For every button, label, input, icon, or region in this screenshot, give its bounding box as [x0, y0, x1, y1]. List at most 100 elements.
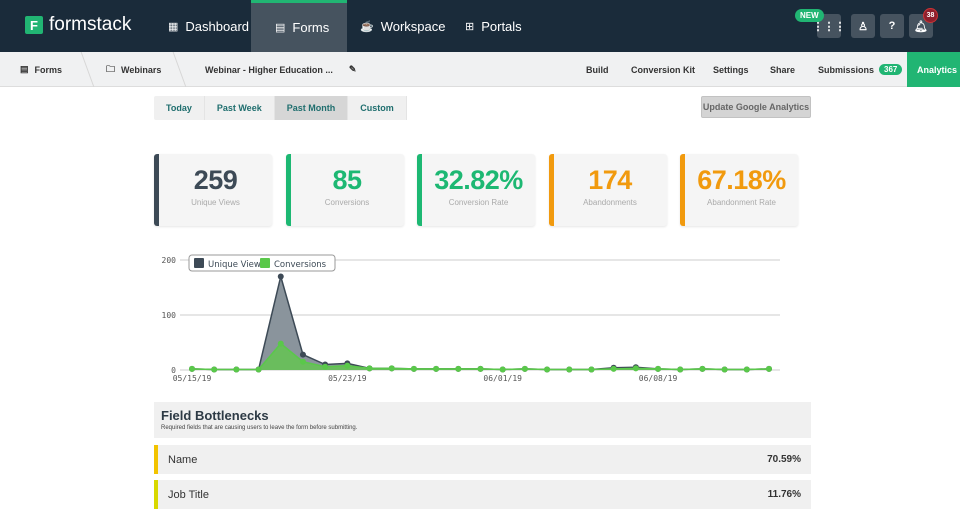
bottleneck-row: Name 70.59%	[154, 445, 811, 474]
x-tick-label: 05/15/19	[173, 374, 212, 383]
bell-icon: 🔔︎	[914, 20, 928, 33]
field-pct: 70.59%	[767, 454, 801, 465]
stat-value: 67.18%	[697, 165, 786, 195]
stat-card: 67.18% Abandonment Rate	[680, 154, 798, 226]
nav-label: Dashboard	[185, 18, 250, 34]
data-point	[410, 365, 417, 372]
range-custom[interactable]: Custom	[348, 96, 407, 120]
stat-value: 259	[193, 165, 238, 195]
subnav-build[interactable]: Build	[586, 64, 609, 75]
data-point	[499, 366, 506, 373]
data-point	[655, 365, 662, 372]
submissions-label: Submissions	[818, 64, 875, 75]
nav-dashboard[interactable]: ▦ Dashboard	[152, 0, 265, 52]
breadcrumb-current-form: Webinar - Higher Education ... ✎	[205, 52, 356, 87]
range-past-week[interactable]: Past Week	[205, 96, 275, 120]
stat-card: 32.82% Conversion Rate	[417, 154, 535, 226]
stat-value: 32.82%	[434, 165, 523, 195]
data-point	[299, 358, 306, 365]
breadcrumb-webinars[interactable]: 🗀 Webinars	[106, 52, 161, 87]
x-tick-label: 05/23/19	[328, 374, 367, 383]
subnav-conversion-kit[interactable]: Conversion Kit	[631, 64, 696, 75]
brand-name: formstack	[49, 14, 132, 35]
portals-icon: ⊞	[465, 20, 475, 33]
data-point	[277, 273, 284, 280]
stat-label: Conversion Rate	[448, 198, 509, 207]
field-pct: 11.76%	[767, 489, 801, 500]
section-subtitle: Required fields that are causing users t…	[161, 425, 358, 431]
data-point	[544, 366, 551, 373]
data-point	[189, 365, 195, 372]
crumb-label: Forms	[34, 64, 63, 75]
stat-card: 259 Unique Views	[154, 154, 272, 226]
help-button[interactable]: ?	[880, 14, 904, 38]
dashboard-icon: ▦	[168, 20, 179, 33]
nav-label: Forms	[292, 20, 330, 35]
logo-icon: F	[25, 16, 43, 34]
data-point	[566, 366, 573, 373]
stat-label: Abandonments	[583, 198, 637, 207]
y-tick-label: 0	[171, 366, 176, 375]
data-point	[521, 365, 528, 372]
legend-label: Conversions	[274, 260, 327, 270]
range-today[interactable]: Today	[154, 96, 205, 120]
subnav-submissions[interactable]: Submissions 367	[818, 52, 903, 87]
data-point	[299, 351, 306, 358]
subnav-analytics[interactable]: Analytics	[907, 52, 960, 87]
workspace-icon: ☕	[360, 20, 374, 33]
field-bottlenecks-header: Field Bottlenecks Required fields that a…	[154, 402, 811, 438]
data-point	[766, 365, 772, 372]
field-name: Name	[168, 453, 198, 466]
pencil-icon[interactable]: ✎	[348, 64, 357, 74]
subnav-settings[interactable]: Settings	[713, 64, 749, 75]
x-tick-label: 06/08/19	[639, 374, 678, 383]
crumb-label: Webinars	[121, 64, 162, 75]
folder-icon: 🗀	[106, 63, 116, 74]
forms-icon: ▤	[275, 22, 286, 34]
update-google-analytics-button[interactable]: Update Google Analytics	[701, 96, 811, 118]
divider	[161, 52, 187, 87]
sub-nav: ▤ Forms 🗀 Webinars Webinar - Higher Educat…	[0, 52, 960, 87]
nav-portals[interactable]: ⊞ Portals	[449, 0, 538, 52]
nav-forms[interactable]: ▤ Forms	[251, 0, 347, 52]
account-button[interactable]: ♙	[851, 14, 875, 38]
data-point	[277, 340, 284, 347]
data-point	[344, 362, 351, 369]
data-point	[388, 365, 395, 372]
nav-label: Portals	[481, 18, 522, 34]
data-point	[588, 366, 595, 373]
data-point	[366, 365, 373, 372]
subnav-share[interactable]: Share	[770, 64, 796, 75]
submissions-count: 367	[879, 64, 903, 75]
data-point	[743, 366, 750, 373]
range-past-month[interactable]: Past Month	[274, 96, 349, 120]
stat-value: 174	[588, 165, 632, 195]
breadcrumb-forms[interactable]: ▤ Forms	[20, 52, 62, 87]
data-point	[211, 366, 218, 373]
data-point	[477, 365, 484, 372]
date-range-tabs: Today Past Week Past Month Custom	[154, 96, 407, 120]
data-point	[721, 366, 728, 373]
forms-icon: ▤	[20, 64, 29, 74]
user-icon: ♙	[858, 20, 868, 33]
notification-count: 38	[923, 8, 938, 23]
crumb-label: Webinar - Higher Education ...	[205, 64, 333, 75]
new-badge: NEW	[795, 9, 824, 22]
data-point	[455, 365, 462, 372]
nav-workspace[interactable]: ☕ Workspace	[344, 0, 462, 52]
y-tick-label: 200	[162, 256, 177, 265]
x-tick-label: 06/01/19	[483, 374, 522, 383]
bottleneck-row: Job Title 11.76%	[154, 480, 811, 509]
legend-swatch	[194, 258, 204, 268]
data-point	[632, 365, 639, 372]
nav-label: Workspace	[380, 18, 446, 34]
data-point	[610, 365, 617, 372]
help-icon: ?	[888, 20, 896, 32]
legend-swatch	[260, 258, 270, 268]
y-tick-label: 100	[162, 311, 177, 320]
divider	[69, 52, 95, 87]
stat-label: Conversions	[324, 198, 370, 207]
apps-button[interactable]: ⋮⋮⋮	[813, 14, 846, 38]
